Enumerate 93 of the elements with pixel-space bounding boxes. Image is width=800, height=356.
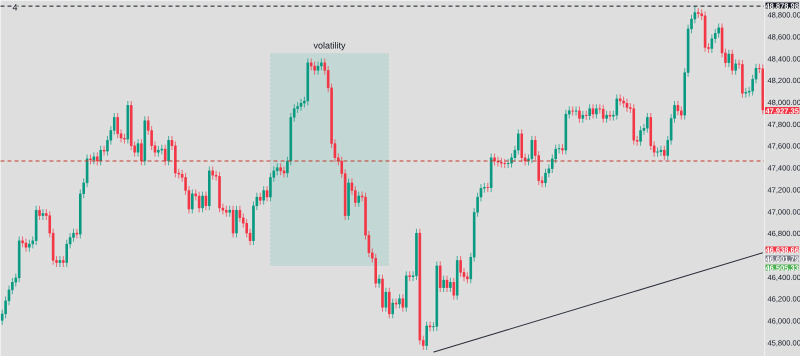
annotation: 4 <box>12 2 18 12</box>
candlestick <box>584 110 588 121</box>
candlestick <box>204 191 208 211</box>
candlestick <box>225 205 228 218</box>
candlestick <box>428 321 432 332</box>
candlestick <box>588 104 591 121</box>
candlestick <box>164 144 166 166</box>
candlestick <box>398 294 401 309</box>
candlestick <box>592 104 594 119</box>
candlestick <box>24 238 28 252</box>
candlestick <box>157 145 160 158</box>
candlestick <box>116 112 119 139</box>
candlestick <box>530 135 534 164</box>
candlestick <box>663 145 666 160</box>
candlestick <box>76 228 78 240</box>
candlestick <box>160 144 164 155</box>
candlestick <box>402 294 404 312</box>
candlestick <box>357 191 360 208</box>
candlestick <box>730 49 734 76</box>
candlestick <box>300 98 302 112</box>
candlestick <box>493 152 496 166</box>
candlestick <box>710 34 714 54</box>
candlestick <box>646 112 649 134</box>
candlestick <box>660 145 662 157</box>
candlestick <box>384 287 388 312</box>
candlestick <box>62 256 65 268</box>
candlestick <box>582 110 584 124</box>
candlestick <box>466 272 469 284</box>
candlestick <box>656 146 659 158</box>
candlestick <box>438 260 442 293</box>
candlestick <box>676 100 680 116</box>
candlestick <box>622 96 625 108</box>
candlestick <box>282 166 286 178</box>
candlestick <box>378 274 380 288</box>
candlestick <box>425 321 428 350</box>
candlestick <box>574 106 578 116</box>
candlestick <box>602 104 605 124</box>
candlestick <box>449 277 452 293</box>
candlestick <box>235 205 238 238</box>
candlestick <box>266 186 268 202</box>
candlestick <box>211 166 214 180</box>
candlestick <box>391 298 394 319</box>
candlestick <box>42 208 44 220</box>
candlestick <box>201 191 204 213</box>
candlestick <box>89 154 92 165</box>
candlestick <box>608 110 612 122</box>
candlestick <box>728 49 730 68</box>
candlestick <box>28 239 31 252</box>
candlestick <box>232 205 234 238</box>
candlestick <box>320 58 323 71</box>
candlestick <box>316 61 320 76</box>
candlestick <box>310 58 312 71</box>
candlestick <box>388 287 391 319</box>
candlestick <box>21 236 24 248</box>
candlestick <box>92 152 96 165</box>
candlestick <box>500 157 503 168</box>
candlestick <box>258 192 262 206</box>
candlestick <box>408 270 411 282</box>
candlestick <box>734 58 737 76</box>
candlestick <box>191 188 194 214</box>
candlestick <box>615 94 618 120</box>
candlestick <box>696 8 700 18</box>
candlestick <box>262 186 265 206</box>
candlestick <box>58 256 62 268</box>
candlestick <box>394 298 398 309</box>
candlestick <box>605 110 608 124</box>
candlestick <box>140 138 143 166</box>
candlestick <box>102 145 106 156</box>
candlestick <box>123 133 126 144</box>
candlestick <box>626 98 628 112</box>
candlestick <box>503 158 506 169</box>
candlestick <box>561 144 564 155</box>
candlestick <box>198 191 200 213</box>
candlestick <box>38 205 41 220</box>
candlestick <box>486 182 490 193</box>
candlestick <box>618 94 622 106</box>
candlestick <box>544 168 547 188</box>
candlestick <box>459 256 462 278</box>
candlestick <box>313 61 316 76</box>
annotation: volatility <box>313 40 346 50</box>
candlestick <box>578 106 581 124</box>
candlestick <box>595 104 598 119</box>
candlestick <box>452 277 456 300</box>
candlestick <box>167 135 170 166</box>
candlestick <box>279 162 282 176</box>
candlestick <box>136 138 140 158</box>
candlestick <box>571 106 574 116</box>
candlestick <box>442 275 445 293</box>
candlestick <box>639 126 642 146</box>
candlestick <box>446 275 448 293</box>
candlestick <box>228 205 232 218</box>
candlestick <box>744 87 748 98</box>
candlestick <box>96 152 99 166</box>
